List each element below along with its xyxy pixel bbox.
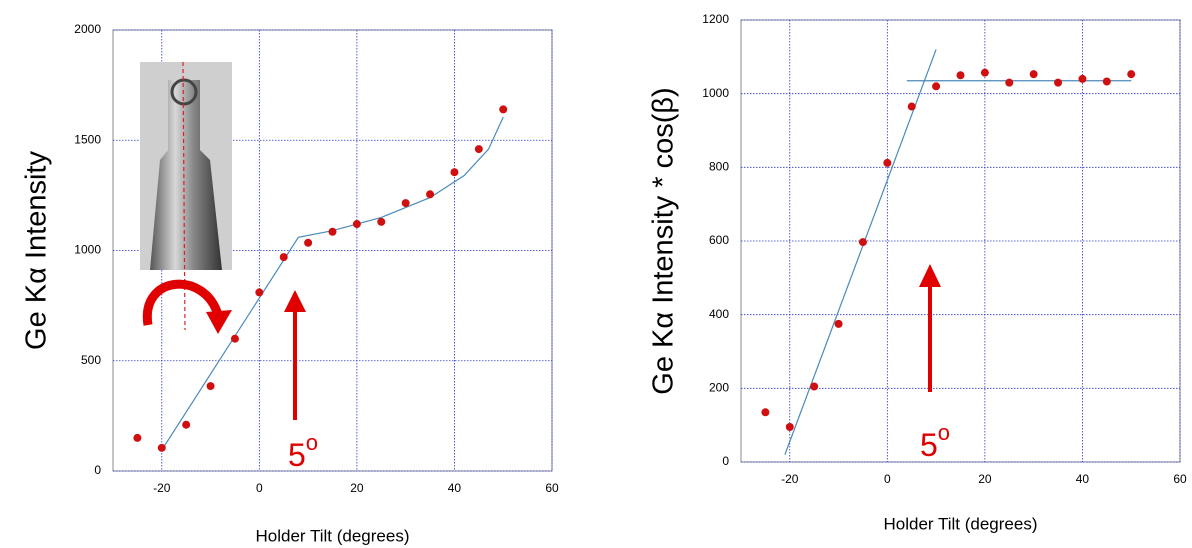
data-point	[133, 433, 142, 442]
data-point	[230, 334, 239, 343]
data-point	[1029, 70, 1038, 79]
rotation-arrowhead	[206, 310, 232, 334]
annotation-sup: o	[938, 420, 950, 445]
data-point	[932, 82, 941, 91]
annotation-text: 5	[288, 437, 306, 473]
data-point	[761, 408, 770, 417]
y-axis-label: Ge Kα Intensity * cos(β)	[648, 87, 680, 394]
x-tick-label: 40	[1076, 472, 1090, 486]
data-point	[279, 253, 288, 262]
arrow-right	[919, 264, 941, 392]
annotation: 5o	[288, 430, 318, 474]
y-tick-label: 500	[81, 353, 101, 367]
data-point	[810, 382, 819, 391]
y-tick-label: 800	[709, 160, 729, 174]
annotation-sup: o	[306, 430, 318, 455]
y-axis-label: Ge Kα Intensity	[21, 151, 53, 350]
data-point	[352, 220, 361, 229]
data-point	[1127, 70, 1136, 79]
y-tick-label: 1000	[702, 86, 729, 100]
y-tick-label: 1200	[702, 12, 729, 26]
annotation: 5o	[920, 420, 950, 464]
x-tick-label: 40	[448, 481, 462, 495]
data-point	[377, 217, 386, 226]
data-point	[206, 382, 215, 391]
data-point	[956, 71, 965, 80]
y-tick-label: 1500	[74, 132, 101, 146]
x-tick-label: -20	[781, 472, 799, 486]
y-tick-label: 2000	[74, 22, 101, 36]
y-tick-label: 200	[709, 381, 729, 395]
data-point	[1102, 77, 1111, 86]
y-tick-label: 600	[709, 233, 729, 247]
data-point	[1054, 78, 1063, 87]
data-point	[858, 238, 867, 247]
y-tick-label: 0	[722, 454, 729, 468]
x-tick-label: 0	[884, 472, 891, 486]
fit-line	[161, 116, 504, 451]
x-tick-label: 0	[256, 481, 263, 495]
data-point	[328, 227, 337, 236]
arrow-left	[284, 290, 306, 420]
annotation-text: 5	[920, 427, 938, 463]
data-point	[401, 199, 410, 208]
data-point	[1005, 78, 1014, 87]
data-point	[182, 420, 191, 429]
data-point	[907, 102, 916, 111]
data-point	[474, 145, 483, 154]
data-point	[785, 423, 794, 432]
data-point	[834, 319, 843, 328]
rotation-arrow	[142, 279, 223, 326]
x-axis-label: Holder Tilt (degrees)	[255, 526, 409, 545]
x-tick-label: 60	[545, 481, 559, 495]
holder-photo	[140, 61, 232, 331]
x-tick-label: 60	[1173, 472, 1187, 486]
data-point	[157, 443, 166, 452]
y-tick-label: 400	[709, 307, 729, 321]
x-axis-label: Holder Tilt (degrees)	[883, 514, 1037, 533]
x-tick-label: 20	[350, 481, 364, 495]
data-point	[499, 105, 508, 114]
y-tick-label: 0	[94, 463, 101, 477]
data-point	[304, 238, 313, 247]
data-point	[980, 68, 989, 77]
y-tick-label: 1000	[74, 243, 101, 257]
x-tick-label: 20	[978, 472, 992, 486]
data-point	[426, 190, 435, 199]
fit-line	[784, 49, 937, 455]
data-point	[883, 158, 892, 167]
data-point	[255, 288, 264, 297]
data-point	[450, 168, 459, 177]
x-tick-label: -20	[153, 481, 171, 495]
data-point	[1078, 74, 1087, 83]
